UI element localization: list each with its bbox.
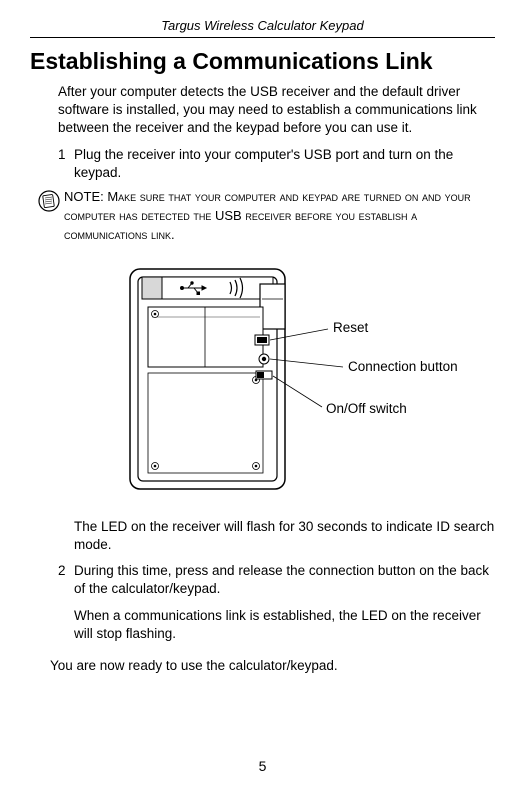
step-number: 2 [58, 562, 74, 651]
intro-paragraph: After your computer detects the USB rece… [58, 83, 495, 138]
note-prefix: NOTE: [64, 189, 104, 204]
page-header: Targus Wireless Calculator Keypad [30, 18, 495, 38]
led-flash-text: The LED on the receiver will flash for 3… [74, 518, 495, 554]
step-number: 1 [58, 146, 74, 182]
note-text: NOTE: Make sure that your computer and k… [64, 188, 495, 245]
device-diagram: Reset Connection button On/Off switch [30, 259, 495, 504]
label-reset: Reset [333, 320, 369, 335]
step-text: Plug the receiver into your computer's U… [74, 146, 495, 182]
step-result: When a communications link is establishe… [74, 607, 495, 643]
section-title: Establishing a Communications Link [30, 48, 495, 75]
note-icon [38, 190, 64, 217]
step-text: During this time, press and release the … [74, 562, 495, 598]
note-block: NOTE: Make sure that your computer and k… [38, 188, 495, 245]
closing-text: You are now ready to use the calculator/… [50, 657, 495, 675]
step-1: 1 Plug the receiver into your computer's… [58, 146, 495, 182]
label-onoff: On/Off switch [326, 401, 407, 416]
step-2: 2 During this time, press and release th… [58, 562, 495, 651]
note-usb: USB [215, 208, 242, 223]
page-number: 5 [0, 758, 525, 774]
label-connection: Connection button [348, 359, 458, 374]
